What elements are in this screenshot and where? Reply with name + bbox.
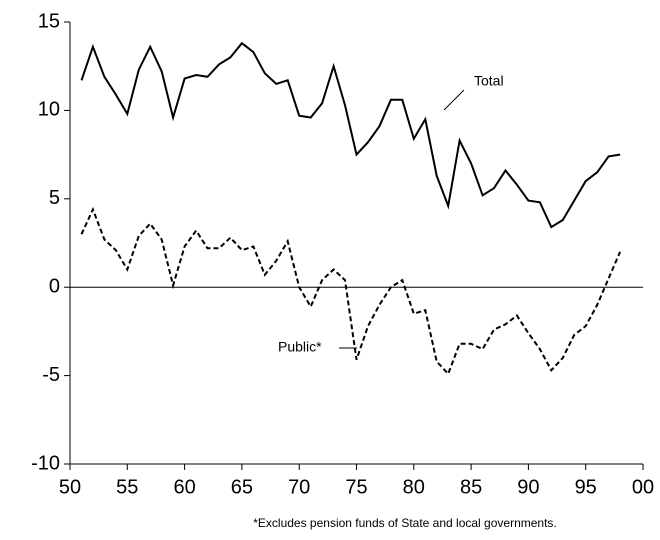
y-tick-label: -10: [31, 452, 60, 474]
y-tick-label: 5: [49, 187, 60, 209]
x-tick-label: 80: [403, 476, 425, 498]
x-tick-label: 65: [231, 476, 253, 498]
x-tick-label: 00: [632, 476, 654, 498]
y-tick-label: 0: [49, 275, 60, 297]
footnote: *Excludes pension funds of State and loc…: [253, 516, 557, 530]
series-line: [80, 206, 622, 376]
x-tick-label: 75: [345, 476, 367, 498]
x-tick-label: 85: [460, 476, 482, 498]
series-label: Public*: [278, 339, 322, 355]
series-label: Total: [474, 73, 504, 89]
y-tick-label: -5: [42, 364, 60, 386]
x-tick-label: 95: [575, 476, 597, 498]
y-tick-label: 10: [38, 99, 60, 121]
leader-line: [443, 89, 465, 111]
y-tick-label: 15: [38, 10, 60, 32]
x-tick-label: 50: [59, 476, 81, 498]
x-tick-label: 55: [116, 476, 138, 498]
x-tick-label: 70: [288, 476, 310, 498]
x-tick-label: 60: [173, 476, 195, 498]
series-line: [80, 41, 621, 229]
x-tick-label: 90: [517, 476, 539, 498]
